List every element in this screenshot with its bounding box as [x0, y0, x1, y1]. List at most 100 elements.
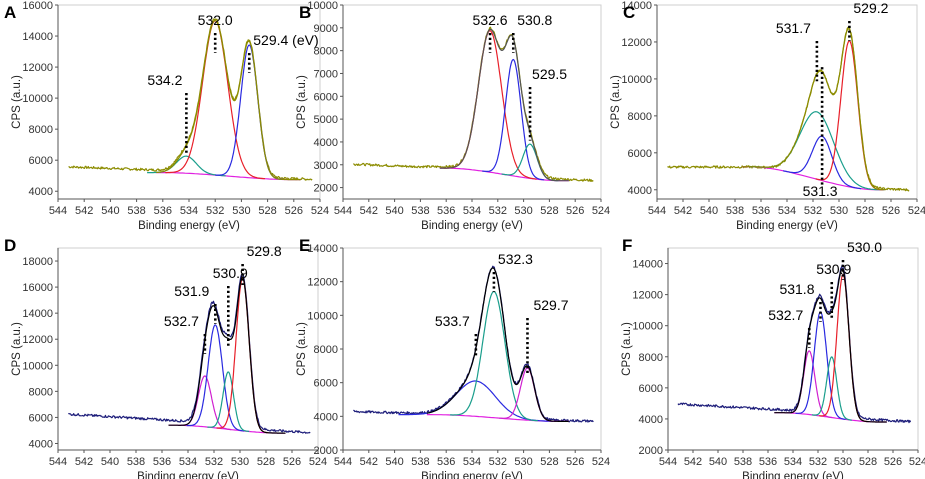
peak-label: 532.0	[198, 12, 233, 28]
component-peak-529-7	[499, 367, 556, 422]
x-tick-label: 544	[648, 205, 666, 217]
peak-label: 529.8	[247, 243, 282, 259]
y-tick-label: 6000	[639, 383, 663, 395]
x-tick-label: 542	[360, 456, 378, 468]
x-tick-label: 530	[834, 456, 852, 468]
x-tick-label: 530	[232, 205, 250, 217]
panel-c: 544 542 540 538 536 534 532 530 528 526 524 4000 600…	[610, 0, 925, 232]
y-tick-label: 2000	[314, 183, 338, 195]
x-tick-label: 540	[385, 205, 403, 217]
y-axis-label: CPS (a.u.)	[296, 322, 308, 376]
x-tick-label: 536	[437, 456, 455, 468]
x-tick-label: 538	[127, 456, 145, 468]
x-tick-label: 538	[726, 205, 744, 217]
y-tick-label: 12000	[307, 277, 338, 289]
peak-label: 531.7	[776, 20, 811, 36]
component-peak-532-7	[178, 375, 231, 431]
x-tick-label: 524	[592, 456, 610, 468]
x-axis-label: Binding energy (eV)	[736, 220, 838, 232]
y-axis-label: CPS (a.u.)	[621, 322, 633, 376]
component-peak-531-9	[186, 324, 244, 432]
y-axis-label: CPS (a.u.)	[296, 75, 308, 129]
raw-spectrum-line	[353, 26, 594, 182]
envelope-fit-line	[168, 276, 286, 434]
y-tick-label: 14000	[22, 308, 53, 320]
x-tick-label: 538	[411, 456, 429, 468]
y-tick-label: 10000	[22, 93, 53, 105]
x-tick-label: 532	[489, 456, 507, 468]
y-tick-label: 14000	[22, 31, 53, 43]
x-tick-label: 538	[734, 456, 752, 468]
panel-letter: A	[4, 3, 16, 22]
x-tick-label: 528	[856, 205, 874, 217]
peak-label: 531.3	[803, 183, 838, 199]
x-tick-label: 526	[283, 456, 301, 468]
peak-label: 529.4 (eV)	[253, 32, 318, 48]
x-tick-label: 524	[311, 205, 329, 217]
x-axis-label: Binding energy (eV)	[421, 220, 523, 232]
y-tick-label: 8000	[314, 344, 338, 356]
x-tick-label: 540	[700, 205, 718, 217]
x-tick-label: 526	[882, 205, 900, 217]
x-tick-label: 544	[49, 205, 67, 217]
peak-label: 529.5	[532, 66, 567, 82]
y-tick-label: 2000	[314, 445, 338, 457]
x-tick-label: 536	[759, 456, 777, 468]
panel-letter: E	[299, 236, 310, 255]
x-tick-label: 524	[309, 456, 327, 468]
panel-d: 544 542 540 538 536 534 532 530 528 526 524 4000 600…	[4, 236, 327, 479]
y-axis-label: CPS (a.u.)	[11, 75, 23, 129]
y-tick-label: 10000	[632, 321, 663, 333]
peak-label: 529.2	[853, 0, 888, 16]
raw-spectrum-line	[353, 265, 594, 423]
component-peak-532-3	[450, 290, 538, 422]
component-peak-531-8	[795, 311, 846, 420]
y-tick-label: 10000	[22, 360, 53, 372]
peak-label: 532.7	[164, 313, 199, 329]
y-tick-label: 18000	[22, 256, 53, 268]
x-axis-label: Binding energy (eV)	[138, 220, 240, 232]
y-tick-label: 14000	[621, 0, 652, 12]
y-tick-label: 12000	[621, 37, 652, 49]
peak-label: 530.9	[213, 265, 248, 281]
peak-label: 532.6	[473, 12, 508, 28]
x-tick-label: 532	[206, 205, 224, 217]
envelope-fit-line	[156, 19, 301, 181]
panel-b: 544 542 540 538 536 534 532 530 528 526 524 2000 300…	[296, 0, 610, 232]
component-peak-529-5	[501, 143, 559, 182]
component-peak-531-7	[749, 111, 885, 191]
x-tick-label: 524	[908, 205, 925, 217]
y-tick-label: 6000	[314, 91, 338, 103]
component-peak-529-8	[216, 277, 269, 434]
x-tick-label: 530	[830, 205, 848, 217]
x-tick-label: 524	[592, 205, 610, 217]
x-tick-label: 528	[257, 456, 275, 468]
x-tick-label: 534	[784, 456, 802, 468]
component-peak-530-9	[811, 356, 852, 421]
y-tick-label: 14000	[632, 259, 663, 271]
envelope-fit-line	[439, 28, 569, 182]
x-tick-label: 534	[463, 456, 481, 468]
x-tick-label: 532	[804, 205, 822, 217]
envelope-fit-line	[426, 267, 569, 422]
y-tick-label: 10000	[307, 0, 338, 12]
y-tick-label: 6000	[628, 148, 652, 160]
x-tick-label: 528	[859, 456, 877, 468]
x-tick-label: 528	[540, 205, 558, 217]
y-tick-label: 16000	[22, 0, 53, 12]
raw-spectrum-line	[667, 26, 910, 192]
baseline-line	[156, 172, 301, 181]
x-tick-label: 526	[566, 456, 584, 468]
y-tick-label: 12000	[22, 334, 53, 346]
y-tick-label: 4000	[628, 185, 652, 197]
component-peak-532-7	[786, 350, 832, 419]
x-tick-label: 542	[674, 205, 692, 217]
y-tick-label: 4000	[29, 438, 53, 450]
y-tick-label: 8000	[628, 111, 652, 123]
x-tick-label: 542	[75, 205, 93, 217]
x-tick-label: 534	[180, 205, 198, 217]
x-tick-label: 526	[285, 205, 303, 217]
panel-letter: C	[623, 3, 635, 22]
x-tick-label: 530	[514, 456, 532, 468]
